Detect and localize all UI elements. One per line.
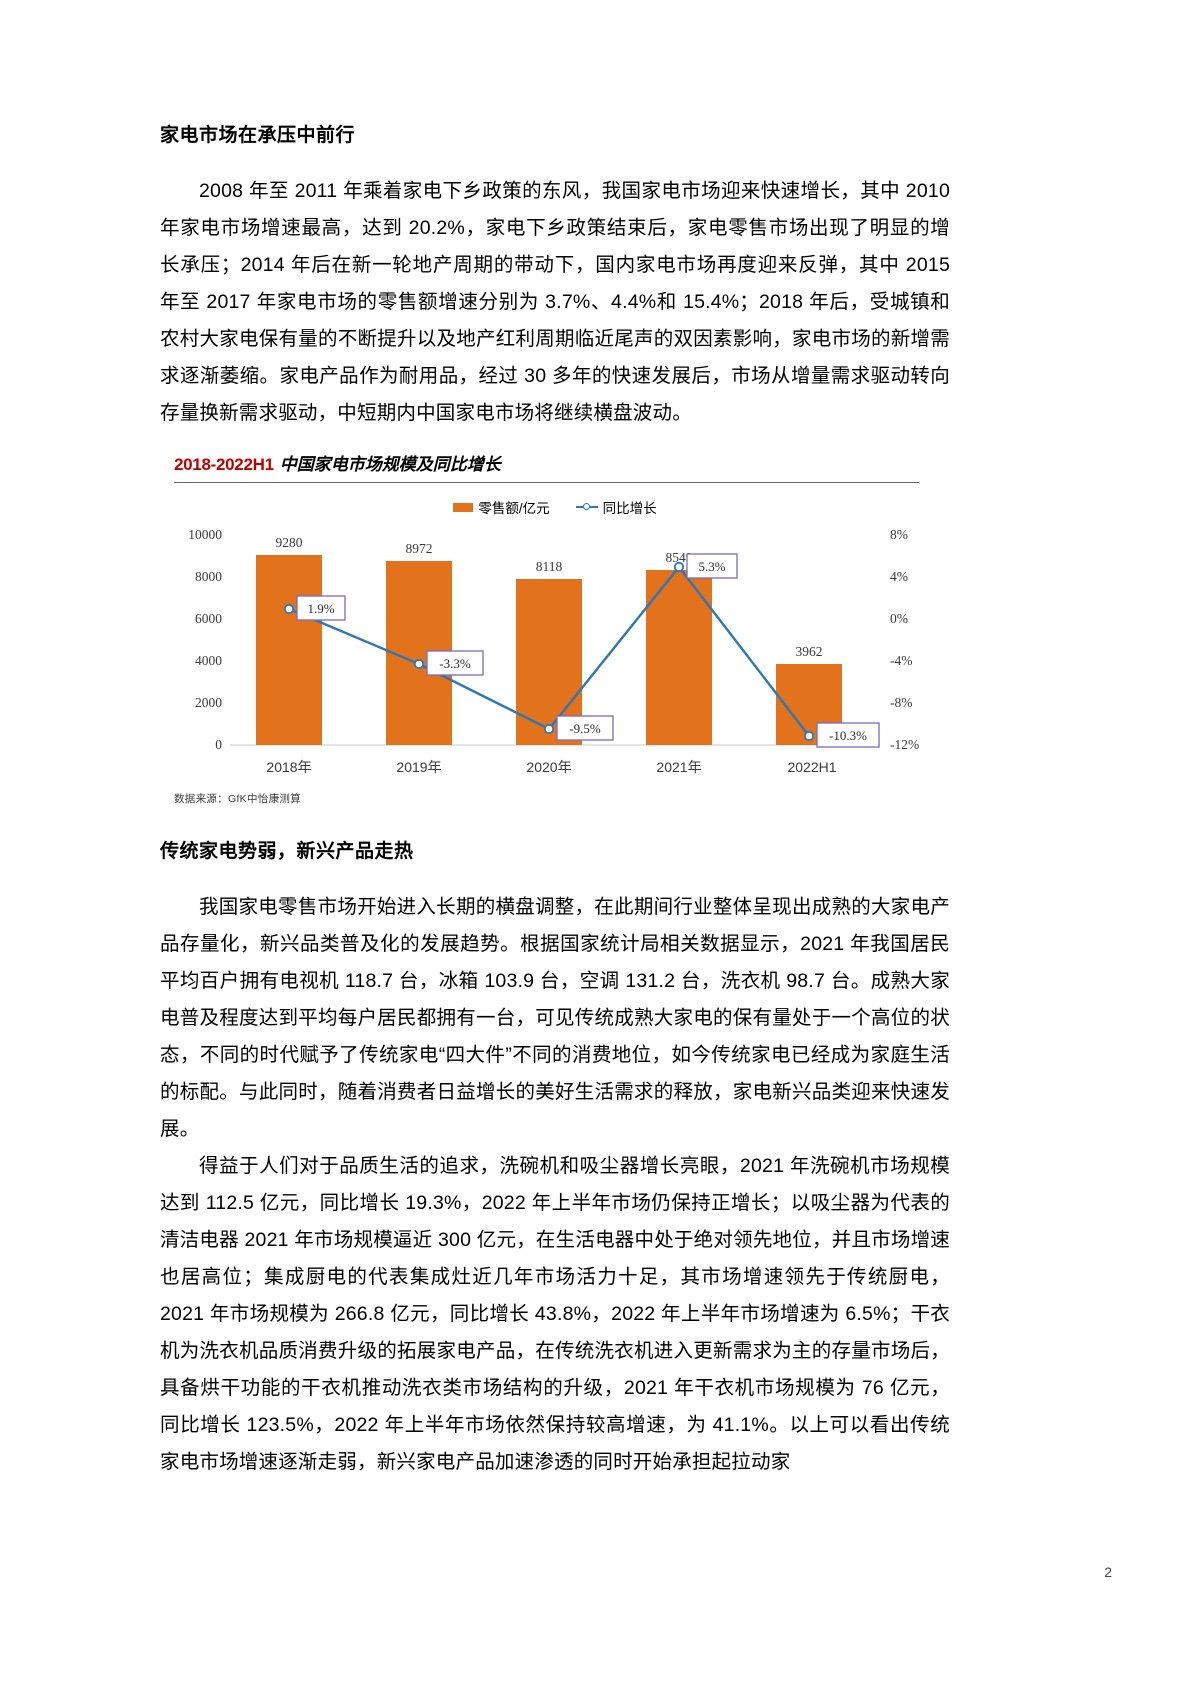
y-axis-right: 8% 4% 0% -4% -8% -12% xyxy=(890,527,919,752)
figure-title: 2018-2022H1 中国家电市场规模及同比增长 xyxy=(160,450,950,475)
marker-2019 xyxy=(413,658,425,670)
chart-legend: 零售额/亿元 同比增长 xyxy=(160,497,950,517)
figure-market-size: 2018-2022H1 中国家电市场规模及同比增长 零售额/亿元 同比增长 xyxy=(160,450,950,806)
y-tick-0: 0 xyxy=(215,737,222,752)
y-tick-2000: 2000 xyxy=(195,695,222,710)
marker-2018 xyxy=(283,603,295,615)
y-tick-8000: 8000 xyxy=(195,569,222,584)
y2-tick-4: 4% xyxy=(890,569,908,584)
growth-label-box-2022h1 xyxy=(816,722,880,748)
legend-item-retail: 零售额/亿元 xyxy=(453,497,550,517)
paragraph-1: 2008 年至 2011 年乘着家电下乡政策的东风，我国家电市场迎来快速增长，其… xyxy=(160,180,950,424)
growth-data-labels: 1.9% -3.3% -9.5% 5.3% -10.3% xyxy=(296,553,880,748)
legend-label-growth: 同比增长 xyxy=(602,501,657,516)
figure-title-range: 2018-2022H1 xyxy=(174,455,274,474)
y-tick-6000: 6000 xyxy=(195,611,222,626)
growth-label-box-2019 xyxy=(426,650,484,676)
bar-label-2019: 8972 xyxy=(406,541,433,556)
chart-area: 零售额/亿元 同比增长 10000 8000 6000 4000 2000 xyxy=(160,489,950,789)
legend-line-swatch-icon xyxy=(575,502,598,512)
paragraph-3: 得益于人们对于品质生活的追求，洗碗机和吸尘器增长亮眼，2021 年洗碗机市场规模… xyxy=(160,1155,950,1473)
growth-label-2022h1: -10.3% xyxy=(829,728,867,743)
y2-tick-0: 0% xyxy=(890,611,908,626)
bar-label-2018: 9280 xyxy=(276,535,303,550)
cat-label-2020: 2020年 xyxy=(526,759,571,775)
y2-tick-m12: -12% xyxy=(890,737,919,752)
page-content: 家电市场在承压中前行 2008 年至 2011 年乘着家电下乡政策的东风，我国家… xyxy=(160,120,950,1481)
legend-bar-swatch-icon xyxy=(453,502,474,512)
y2-tick-m8: -8% xyxy=(890,695,913,710)
growth-label-box-2018 xyxy=(296,595,346,621)
page-number: 2 xyxy=(1104,1564,1112,1580)
bar-2018 xyxy=(256,555,322,745)
growth-label-2020: -9.5% xyxy=(569,721,601,736)
cat-label-2022h1: 2022H1 xyxy=(787,759,836,775)
legend-label-retail: 零售额/亿元 xyxy=(478,501,550,516)
bar-2021 xyxy=(646,570,712,745)
y-axis-left: 10000 8000 6000 4000 2000 0 xyxy=(188,527,222,752)
y2-tick-m4: -4% xyxy=(890,653,913,668)
legend-item-growth: 同比增长 xyxy=(575,497,657,517)
cat-label-2021: 2021年 xyxy=(656,759,701,775)
marker-2021 xyxy=(673,561,685,573)
figure-title-rule xyxy=(174,482,919,483)
paragraph-2: 我国家电零售市场开始进入长期的横盘调整，在此期间行业整体呈现出成熟的大家电产品存… xyxy=(160,896,950,1140)
growth-markers xyxy=(283,561,815,742)
cat-label-2018: 2018年 xyxy=(266,759,311,775)
growth-label-2019: -3.3% xyxy=(439,656,471,671)
y2-tick-8: 8% xyxy=(890,527,908,542)
x-axis-categories: 2018年 2019年 2020年 2021年 2022H1 xyxy=(266,759,836,775)
growth-label-2021: 5.3% xyxy=(698,559,725,574)
bar-series xyxy=(256,555,842,745)
growth-label-box-2020 xyxy=(556,715,614,741)
growth-label-box-2021 xyxy=(686,553,738,579)
bar-value-labels: 9280 8972 8118 8549 3962 xyxy=(276,535,823,659)
bar-label-2022h1: 3962 xyxy=(796,644,823,659)
figure-source: 数据来源：GfK中怡康测算 xyxy=(174,793,301,805)
section-heading-2: 传统家电势弱，新兴产品走热 xyxy=(160,841,414,862)
y-tick-4000: 4000 xyxy=(195,653,222,668)
bar-label-2020: 8118 xyxy=(536,559,563,574)
cat-label-2019: 2019年 xyxy=(396,759,441,775)
figure-title-text: 中国家电市场规模及同比增长 xyxy=(279,455,501,474)
bar-label-2021: 8549 xyxy=(666,550,693,565)
marker-2020 xyxy=(543,723,555,735)
chart-svg: 10000 8000 6000 4000 2000 0 8% 4% 0% -4%… xyxy=(188,527,919,775)
y-tick-10000: 10000 xyxy=(188,527,222,542)
section-heading-1: 家电市场在承压中前行 xyxy=(160,125,356,146)
growth-label-2018: 1.9% xyxy=(307,601,334,616)
marker-2022h1 xyxy=(803,730,815,742)
